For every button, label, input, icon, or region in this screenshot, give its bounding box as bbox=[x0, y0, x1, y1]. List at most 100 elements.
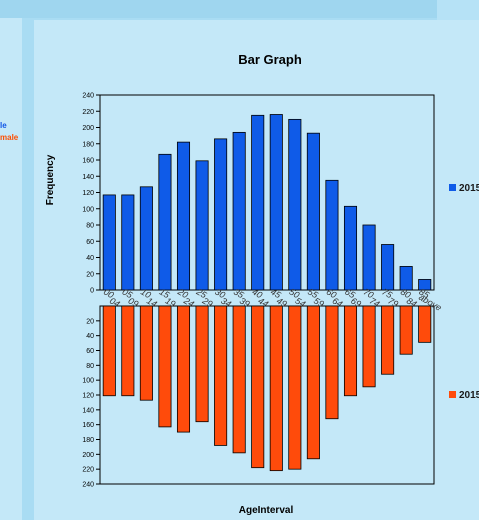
category-label: 84 bbox=[405, 296, 419, 310]
bar-upper bbox=[176, 141, 191, 291]
category-label: 24 bbox=[181, 295, 196, 309]
bar-lower bbox=[288, 305, 302, 470]
y-tick-label-upper: 240 bbox=[82, 93, 94, 100]
x-axis-label: AgeInterval bbox=[239, 505, 294, 516]
category-label: 44 bbox=[256, 296, 270, 310]
y-tick-label-lower: 160 bbox=[82, 422, 94, 429]
category-label: 30 bbox=[213, 287, 227, 301]
chart-title: Bar Graph bbox=[238, 52, 302, 67]
category-label: 69 bbox=[349, 296, 363, 310]
category-label: 50 bbox=[287, 287, 301, 301]
bar-lower bbox=[269, 305, 283, 472]
category-label: 74 bbox=[368, 296, 382, 310]
y-tick-label-lower: 240 bbox=[82, 482, 94, 489]
category-label: 14 bbox=[145, 296, 159, 310]
bar-lower bbox=[195, 305, 209, 423]
y-tick-label-upper: 140 bbox=[82, 174, 94, 181]
y-tick-label-lower: 200 bbox=[82, 452, 94, 459]
left-legend-male: le bbox=[0, 121, 7, 130]
bar-lower bbox=[362, 305, 376, 388]
category-label: 70 bbox=[362, 287, 376, 301]
bar-lower bbox=[232, 305, 246, 454]
bar-lower bbox=[214, 305, 228, 446]
y-axis-label: Frequency bbox=[45, 154, 56, 205]
bar-lower bbox=[418, 305, 432, 343]
bar-upper bbox=[139, 186, 153, 291]
bar-lower bbox=[399, 305, 413, 355]
category-label: 10 bbox=[139, 287, 153, 301]
category-label: 80 bbox=[399, 287, 413, 301]
category-label: 60 bbox=[325, 287, 339, 301]
category-label: 20 bbox=[175, 286, 190, 300]
y-tick-label-lower: 120 bbox=[82, 393, 94, 400]
y-tick-label-upper: 20 bbox=[86, 271, 94, 278]
category-label: 64 bbox=[331, 296, 345, 310]
y-tick-label-lower: 40 bbox=[86, 333, 94, 340]
bar-upper bbox=[288, 118, 302, 291]
bar-lower bbox=[306, 305, 320, 460]
category-label: 04 bbox=[108, 296, 122, 310]
y-tick-label-upper: 220 bbox=[82, 109, 94, 116]
bar-upper bbox=[269, 114, 283, 291]
y-tick-label-upper: 0 bbox=[90, 288, 94, 295]
legend-swatch-upper bbox=[449, 184, 456, 191]
bar-upper bbox=[102, 194, 116, 291]
bar-lower bbox=[325, 305, 339, 420]
y-tick-label-upper: 40 bbox=[86, 255, 94, 262]
y-tick-label-upper: 100 bbox=[82, 206, 94, 213]
y-tick-label-lower: 140 bbox=[82, 407, 94, 414]
category-label: 40 bbox=[250, 287, 264, 301]
legend-swatch-lower bbox=[449, 391, 456, 398]
bar-lower bbox=[251, 305, 265, 469]
bar-upper bbox=[399, 266, 413, 291]
bar-chart: Bar Graph Frequency AgeInterval 02020404… bbox=[45, 52, 479, 516]
bar-upper bbox=[232, 131, 246, 291]
y-tick-label-lower: 100 bbox=[82, 378, 94, 385]
bar-upper bbox=[121, 194, 135, 291]
category-label: 54 bbox=[293, 296, 307, 310]
bar-upper bbox=[381, 244, 395, 291]
y-tick-label-upper: 60 bbox=[86, 239, 94, 246]
bar-upper bbox=[158, 153, 172, 291]
bar-lower bbox=[158, 305, 172, 428]
bar-upper bbox=[214, 138, 228, 291]
y-tick-label-upper: 180 bbox=[82, 141, 94, 148]
category-label: 09 bbox=[126, 296, 140, 310]
bar-lower bbox=[176, 305, 191, 433]
bar-lower bbox=[343, 305, 358, 397]
category-label: 19 bbox=[164, 296, 178, 310]
category-label: 49 bbox=[275, 296, 289, 310]
bar-lower bbox=[139, 305, 153, 401]
y-tick-label-lower: 20 bbox=[86, 318, 94, 325]
left-legend-female: male bbox=[0, 133, 19, 142]
bar-lower bbox=[121, 305, 135, 397]
bar-lower bbox=[381, 305, 395, 375]
category-label: 34 bbox=[219, 296, 233, 310]
chart-panel: Bar Graph Frequency AgeInterval 0 20 20 40 4… bbox=[34, 20, 479, 520]
left-legend: le male bbox=[0, 120, 18, 144]
category-label: 29 bbox=[200, 295, 215, 309]
y-tick-label-lower: 180 bbox=[82, 437, 94, 444]
bar-upper bbox=[195, 160, 209, 291]
category-label: 79 bbox=[386, 296, 400, 310]
bar-lower bbox=[102, 305, 116, 397]
y-tick-label-lower: 60 bbox=[86, 348, 94, 355]
legend-label-lower: 2015 bbox=[459, 390, 479, 401]
category-label: 39 bbox=[238, 296, 252, 310]
y-tick-label-lower: 80 bbox=[86, 363, 94, 370]
bar-upper bbox=[362, 224, 376, 291]
left-panel: le male bbox=[0, 18, 22, 520]
legend-label-upper: 2015 bbox=[459, 183, 479, 194]
bar-upper bbox=[306, 132, 320, 291]
y-tick-label-upper: 120 bbox=[82, 190, 94, 197]
category-label: 00 bbox=[102, 287, 116, 301]
bar-upper bbox=[343, 205, 358, 291]
bar-upper bbox=[251, 114, 265, 291]
bar-upper bbox=[418, 279, 432, 291]
y-tick-label-upper: 80 bbox=[86, 223, 94, 230]
category-label: 59 bbox=[312, 296, 326, 310]
top-band bbox=[0, 0, 479, 18]
y-tick-label-upper: 200 bbox=[82, 125, 94, 132]
y-tick-label-lower: 220 bbox=[82, 467, 94, 474]
y-tick-label-upper: 160 bbox=[82, 158, 94, 165]
